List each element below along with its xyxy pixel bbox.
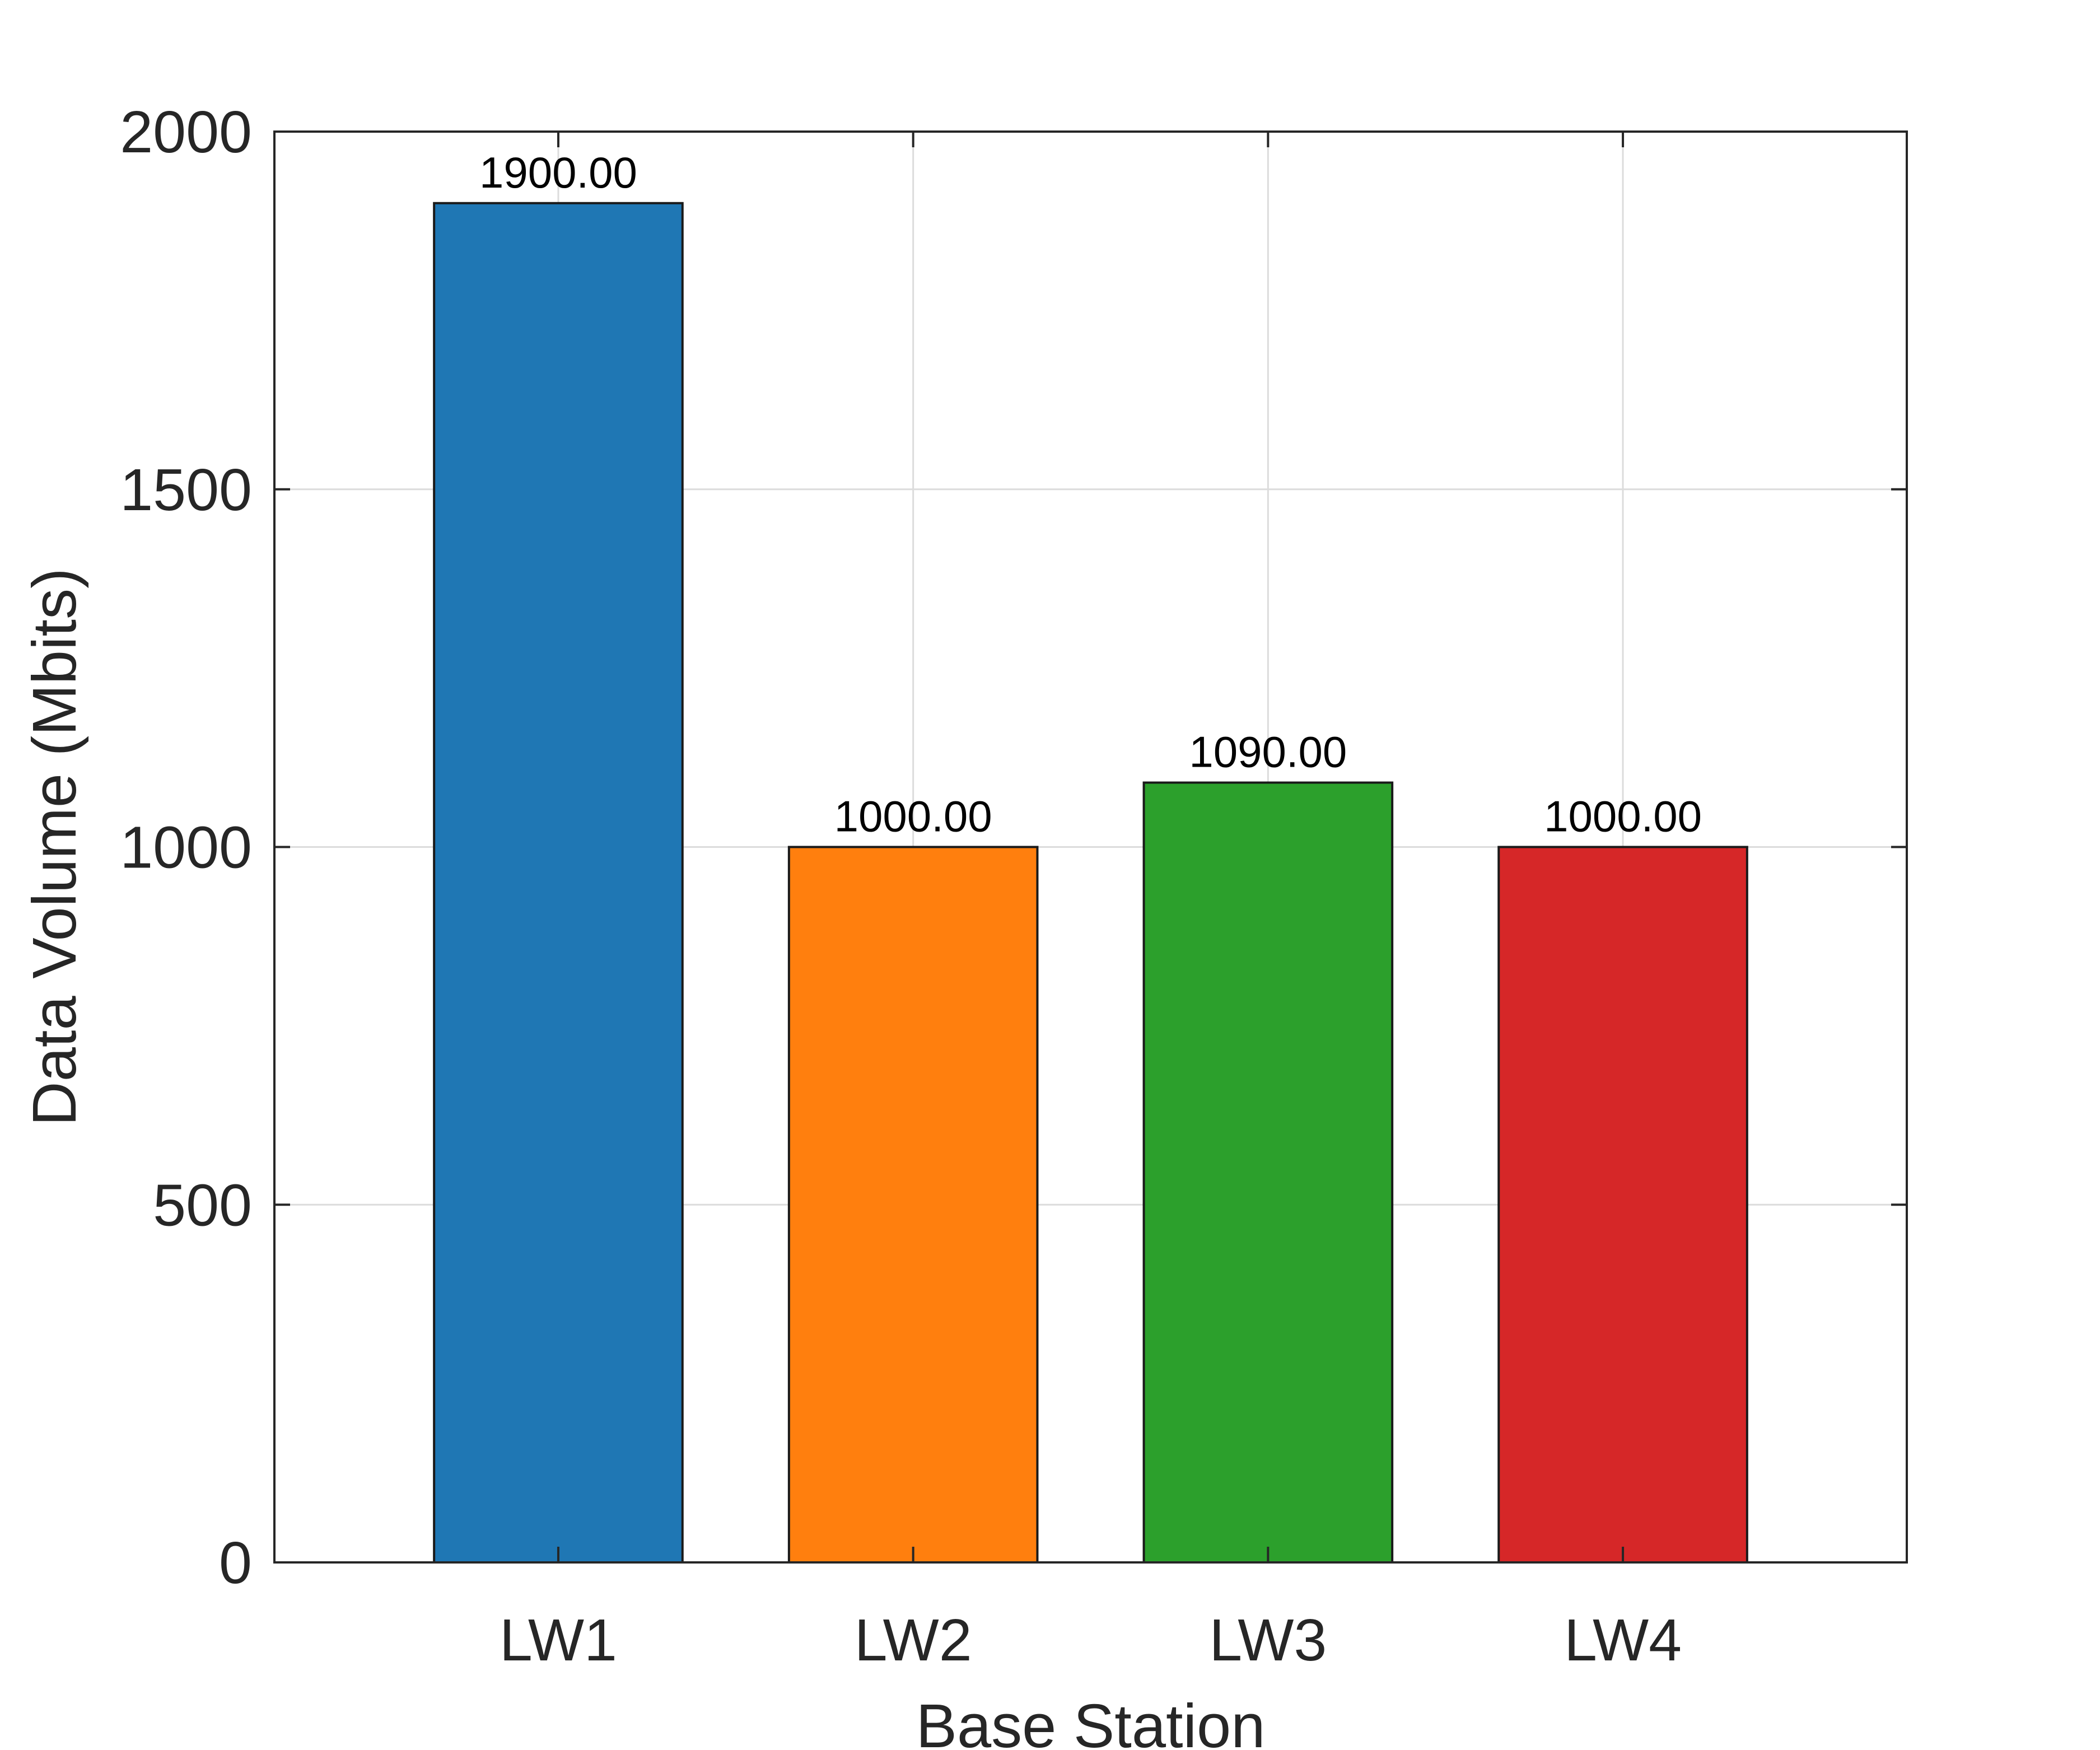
value-label-lw1: 1900.00 xyxy=(479,148,637,197)
value-labels: 1900.00 1000.00 1090.00 1000.00 xyxy=(479,148,1702,841)
bars xyxy=(433,202,1748,1564)
value-label-lw2: 1000.00 xyxy=(834,792,992,841)
y-tick-label: 2000 xyxy=(120,99,252,165)
y-tick-label: 0 xyxy=(219,1530,252,1596)
x-tick-labels: LW1 LW2 LW3 LW4 xyxy=(500,1607,1682,1673)
y-axis-label: Data Volume (Mbits) xyxy=(20,568,89,1126)
value-label-lw4: 1000.00 xyxy=(1544,792,1702,841)
value-label-lw3: 1090.00 xyxy=(1189,727,1347,777)
x-tick-label-lw1: LW1 xyxy=(500,1607,617,1673)
y-tick-label: 1500 xyxy=(120,457,252,523)
tick-marks xyxy=(274,130,1907,1564)
x-tick-label-lw4: LW4 xyxy=(1564,1607,1682,1673)
bar-lw2 xyxy=(787,846,1039,1564)
y-tick-labels: 0 500 1000 1500 2000 xyxy=(120,99,252,1596)
x-axis-label: Base Station xyxy=(916,1692,1266,1750)
bar-lw4 xyxy=(1497,846,1748,1564)
bar-lw1 xyxy=(433,202,684,1564)
y-tick-label: 1000 xyxy=(120,815,252,881)
y-tick-label: 500 xyxy=(153,1172,252,1238)
x-tick-label-lw3: LW3 xyxy=(1209,1607,1327,1673)
bar-lw3 xyxy=(1142,781,1394,1564)
x-tick-label-lw2: LW2 xyxy=(855,1607,972,1673)
